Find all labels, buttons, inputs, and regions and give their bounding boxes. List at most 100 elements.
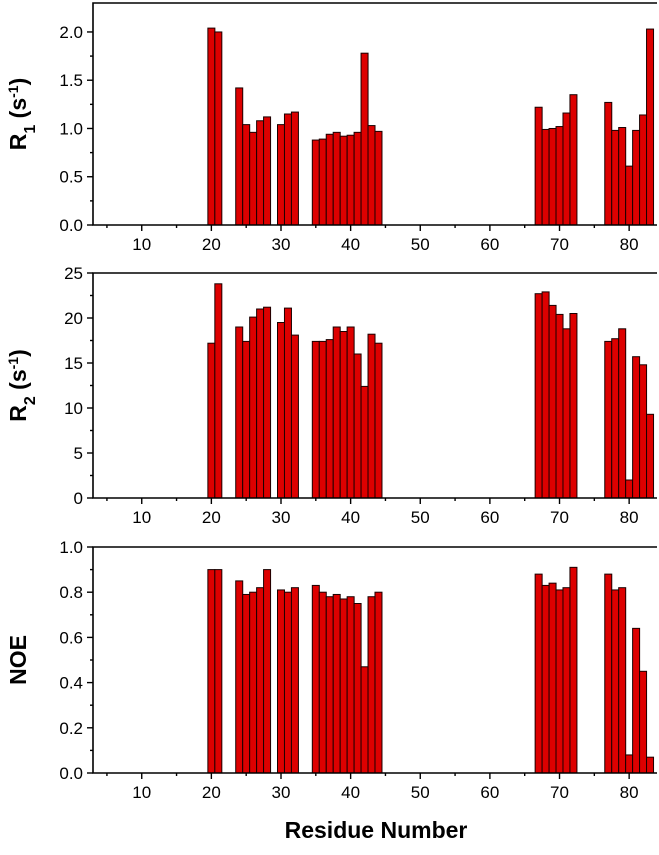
- bar-residue-24: [235, 326, 244, 499]
- x-tick-label: 10: [132, 235, 151, 254]
- bar-residue-80: [625, 165, 634, 226]
- bar-residue-43: [367, 125, 376, 226]
- bar-residue-83: [646, 28, 655, 226]
- bar-residue-44: [374, 591, 383, 774]
- x-tick-label: 40: [341, 783, 360, 802]
- bar-residue-31: [283, 113, 292, 226]
- y-title-base: R: [5, 405, 31, 422]
- y-tick-label: 15: [64, 354, 83, 373]
- x-tick-label: 70: [550, 783, 569, 802]
- bar-residue-28: [263, 306, 272, 499]
- x-ticks: 10 20 30 40 50 60 70 80: [106, 773, 639, 802]
- bar-residue-68: [541, 128, 550, 226]
- bar-residue-72: [569, 94, 578, 226]
- x-ticks: 10 20 30 40 50 60 70 80: [106, 225, 639, 254]
- y-title-unit-close: ): [5, 78, 31, 86]
- y-title-base: NOE: [5, 635, 31, 685]
- x-tick-label: 70: [550, 508, 569, 527]
- axis-frame: [92, 2, 657, 226]
- bar-residue-26: [249, 591, 258, 774]
- y-tick-label: 0.6: [59, 628, 83, 647]
- bar-residue-40: [346, 596, 355, 774]
- x-tick-label: 10: [132, 783, 151, 802]
- bar-residue-44: [374, 342, 383, 499]
- x-tick-label: 20: [202, 508, 221, 527]
- y-title-sub: 1: [22, 125, 39, 134]
- y-ticks: 0.0 0.5 1.0 1.5 2.0: [59, 23, 93, 235]
- bar-residue-39: [339, 598, 348, 774]
- x-tick-label: 80: [620, 235, 639, 254]
- x-tick-label: 30: [272, 508, 291, 527]
- y-tick-label: 0.2: [59, 719, 83, 738]
- bar-residue-77: [604, 340, 613, 499]
- y-tick-label: 0: [74, 489, 83, 508]
- panel-r1: 0.0 0.5 1.0 1.5 2.0 10 20 30 40 50 60 70 80 R1 (s-1…: [5, 2, 657, 254]
- bar-residue-35: [311, 340, 320, 499]
- x-tick-label: 80: [620, 508, 639, 527]
- bar-residue-71: [562, 328, 571, 499]
- bar-residue-70: [555, 313, 564, 499]
- y-title-sup: -1: [5, 85, 21, 98]
- bar-residue-69: [548, 582, 557, 774]
- y-axis-title: R2 (s-1): [5, 349, 39, 422]
- x-tick-label: 60: [480, 235, 499, 254]
- bar-residue-40: [346, 134, 355, 226]
- bar-residue-39: [339, 331, 348, 499]
- bar-residue-30: [277, 589, 285, 774]
- bar-residue-39: [339, 135, 348, 226]
- panel-noe: 0.00.20.40.60.81.0 10 20 30 40 50 60 70 80 NOE …: [5, 538, 657, 843]
- y-tick-label: 0.0: [59, 764, 83, 783]
- bar-residue-69: [548, 127, 557, 226]
- bar-residue-82: [639, 364, 648, 499]
- bar-residue-38: [332, 326, 341, 499]
- bar-residue-27: [256, 120, 265, 226]
- x-tick-label: 50: [411, 235, 430, 254]
- y-title-unit-close: ): [5, 349, 31, 357]
- bar-residue-81: [632, 129, 641, 226]
- panel-r2: 0 5 10 15 20 25 10 20 30 40 50 60 70 80 R2 (s-1): [5, 264, 657, 527]
- bar-residue-43: [367, 333, 376, 499]
- bar-residue-77: [604, 573, 613, 774]
- y-title-sup: -1: [5, 357, 21, 370]
- bar-residue-21: [214, 569, 223, 774]
- bar-residue-21: [214, 31, 223, 226]
- x-tick-label: 30: [272, 235, 291, 254]
- bar-residue-25: [242, 124, 251, 226]
- bar-residue-67: [534, 293, 543, 499]
- bar-residue-79: [618, 328, 627, 499]
- bar-residue-25: [242, 340, 251, 499]
- bar-residue-24: [235, 87, 244, 226]
- y-tick-label: 0.8: [59, 583, 83, 602]
- x-ticks: 10 20 30 40 50 60 70 80: [106, 498, 639, 527]
- y-tick-label: 20: [64, 309, 83, 328]
- bar-residue-44: [374, 130, 383, 226]
- bar-residue-32: [290, 334, 299, 499]
- bar-residue-32: [290, 587, 299, 774]
- x-tick-label: 40: [341, 235, 360, 254]
- x-tick-label: 40: [341, 508, 360, 527]
- bar-residue-21: [214, 283, 223, 499]
- bar-residue-80: [625, 754, 634, 774]
- bar-residue-37: [325, 596, 334, 774]
- bar-residue-35: [311, 584, 320, 774]
- bar-residue-83: [646, 756, 655, 774]
- bar-residue-32: [290, 111, 299, 226]
- bar-residue-38: [332, 131, 341, 226]
- bar-residue-41: [353, 603, 362, 774]
- x-tick-label: 10: [132, 508, 151, 527]
- x-tick-label: 50: [411, 508, 430, 527]
- bar-residue-20: [207, 342, 216, 499]
- bar-residue-77: [604, 101, 613, 226]
- bar-residue-67: [534, 573, 543, 774]
- bar-residue-41: [353, 353, 362, 499]
- y-title-unit-open: (s: [5, 369, 31, 396]
- bar-residue-42: [360, 52, 369, 226]
- bar-residue-67: [534, 106, 543, 226]
- bar-residue-69: [548, 304, 557, 499]
- y-tick-label: 2.0: [59, 23, 83, 42]
- bar-residue-25: [242, 593, 251, 774]
- y-tick-label: 0.5: [59, 168, 83, 187]
- bar-residue-28: [263, 116, 272, 226]
- bar-residue-42: [360, 385, 369, 499]
